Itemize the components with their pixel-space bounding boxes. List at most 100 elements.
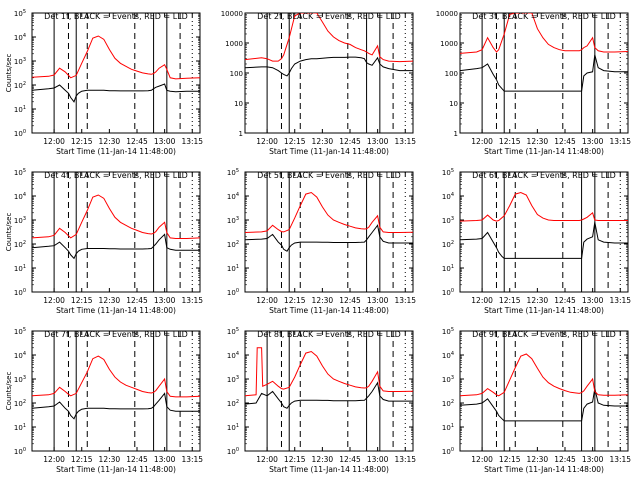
x-tick-label: 12:00 xyxy=(471,296,493,305)
series-line-events xyxy=(245,381,413,409)
y-axis-label: Counts/sec xyxy=(5,54,13,93)
x-tick-label: 12:00 xyxy=(43,137,65,146)
y-tick-label: 104 xyxy=(14,192,26,201)
x-axis-label: Start Time (11-Jan-14 11:48:00) xyxy=(269,147,389,156)
y-tick-label: 103 xyxy=(14,57,26,66)
x-tick-label: 12:00 xyxy=(43,455,65,464)
x-tick-label: 12:15 xyxy=(71,455,93,464)
y-tick-label: 105 xyxy=(227,327,239,336)
x-tick-label: 12:15 xyxy=(499,296,521,305)
series-line-lld xyxy=(32,355,200,398)
chart-title: Det 5f, BLACK = Events, RED = LLD xyxy=(257,171,401,180)
chart-title: Det 3f, BLACK = Events, RED = LLD xyxy=(472,12,616,21)
x-tick-label: 13:15 xyxy=(609,455,631,464)
x-tick-label: 12:15 xyxy=(284,455,306,464)
x-tick-label: 13:00 xyxy=(367,455,389,464)
x-tick-label: 12:15 xyxy=(284,137,306,146)
y-tick-label: 10 xyxy=(449,100,458,108)
x-tick-label: 13:00 xyxy=(154,296,176,305)
y-tick-label: 10 xyxy=(234,100,243,108)
y-tick-label: 100 xyxy=(227,288,239,297)
series-line-lld xyxy=(245,347,413,397)
plot-frame xyxy=(31,171,201,293)
x-tick-label: 12:30 xyxy=(527,296,549,305)
x-tick-label: 13:15 xyxy=(181,455,203,464)
x-axis-label: Start Time (11-Jan-14 11:48:00) xyxy=(56,465,176,474)
y-tick-label: 105 xyxy=(14,9,26,18)
plot-frame xyxy=(244,12,414,134)
y-axis-label: Counts/sec xyxy=(5,372,13,411)
y-tick-label: 100 xyxy=(14,129,26,138)
y-tick-label: 101 xyxy=(14,105,26,114)
series-line-events xyxy=(460,222,628,259)
chart-title: Det 1f, BLACK = Events, RED = LLD xyxy=(44,12,188,21)
x-axis-label: Start Time (11-Jan-14 11:48:00) xyxy=(484,465,604,474)
x-axis-label: Start Time (11-Jan-14 11:48:00) xyxy=(484,147,604,156)
y-tick-label: 101 xyxy=(442,423,454,432)
series-line-events xyxy=(245,56,413,77)
x-tick-label: 12:45 xyxy=(554,296,576,305)
x-axis-label: Start Time (11-Jan-14 11:48:00) xyxy=(484,306,604,315)
y-tick-label: 101 xyxy=(227,423,239,432)
chart-panel-6: 12:00 12:15 12:30 12:45 13:00 13:15 100 101 102 1… xyxy=(442,168,631,315)
x-tick-label: 12:45 xyxy=(126,296,148,305)
y-tick-label: 103 xyxy=(14,375,26,384)
y-tick-label: 1 xyxy=(239,130,243,138)
chart-panel-4: 12:00 12:15 12:30 12:45 13:00 13:15 100 101 102 1… xyxy=(5,168,203,315)
x-tick-label: 12:30 xyxy=(99,455,121,464)
plot-frame xyxy=(459,12,629,134)
y-axis-label: Counts/sec xyxy=(5,213,13,252)
x-axis-label: Start Time (11-Jan-14 11:48:00) xyxy=(269,306,389,315)
y-tick-label: 103 xyxy=(442,216,454,225)
x-tick-label: 12:30 xyxy=(312,455,334,464)
chart-panel-2: 12:00 12:15 12:30 12:45 13:00 13:15 1 10 100 1000… xyxy=(221,10,417,156)
x-tick-label: 13:15 xyxy=(394,137,416,146)
y-tick-label: 104 xyxy=(442,192,454,201)
chart-panel-5: 12:00 12:15 12:30 12:45 13:00 13:15 100 101 102 1… xyxy=(227,168,416,315)
y-tick-label: 102 xyxy=(442,399,454,408)
y-tick-label: 105 xyxy=(442,168,454,177)
chart-title: Det 9f, BLACK = Events, RED = LLD xyxy=(472,330,616,339)
series-line-events xyxy=(32,233,200,260)
x-tick-label: 13:15 xyxy=(609,137,631,146)
plot-frame xyxy=(31,12,201,134)
x-tick-label: 12:45 xyxy=(126,455,148,464)
x-tick-label: 12:15 xyxy=(71,296,93,305)
chart-panel-3: 12:00 12:15 12:30 12:45 13:00 13:15 1 10 100 1000… xyxy=(436,10,632,156)
series-line-events xyxy=(32,83,200,103)
chart-title: Det 4f, BLACK = Events, RED = LLD xyxy=(44,171,188,180)
x-tick-label: 12:00 xyxy=(471,137,493,146)
x-tick-label: 12:30 xyxy=(312,296,334,305)
y-tick-label: 102 xyxy=(227,399,239,408)
series-line-lld xyxy=(245,191,413,233)
x-tick-label: 12:00 xyxy=(43,296,65,305)
y-tick-label: 105 xyxy=(14,168,26,177)
x-tick-label: 12:00 xyxy=(256,137,278,146)
y-tick-label: 102 xyxy=(442,240,454,249)
chart-title: Det 7f, BLACK = Events, RED = LLD xyxy=(44,330,188,339)
y-tick-label: 103 xyxy=(442,375,454,384)
x-tick-label: 12:30 xyxy=(527,455,549,464)
x-tick-label: 12:15 xyxy=(499,455,521,464)
chart-title: Det 2f, BLACK = Events, RED = LLD xyxy=(257,12,401,21)
x-tick-label: 13:00 xyxy=(154,137,176,146)
plot-frame xyxy=(459,330,629,452)
plot-frame xyxy=(31,330,201,452)
y-tick-label: 100 xyxy=(442,447,454,456)
y-tick-label: 103 xyxy=(227,216,239,225)
y-tick-label: 101 xyxy=(442,264,454,273)
y-tick-label: 100 xyxy=(14,447,26,456)
y-tick-label: 100 xyxy=(442,288,454,297)
x-tick-label: 12:45 xyxy=(339,455,361,464)
series-line-events xyxy=(460,54,628,92)
y-tick-label: 101 xyxy=(14,264,26,273)
series-line-events xyxy=(460,388,628,422)
x-tick-label: 13:15 xyxy=(181,137,203,146)
y-tick-label: 1 xyxy=(454,130,458,138)
x-axis-label: Start Time (11-Jan-14 11:48:00) xyxy=(269,465,389,474)
y-tick-label: 102 xyxy=(227,240,239,249)
x-axis-label: Start Time (11-Jan-14 11:48:00) xyxy=(56,147,176,156)
y-tick-label: 105 xyxy=(442,327,454,336)
x-tick-label: 12:00 xyxy=(471,455,493,464)
x-tick-label: 13:00 xyxy=(367,137,389,146)
